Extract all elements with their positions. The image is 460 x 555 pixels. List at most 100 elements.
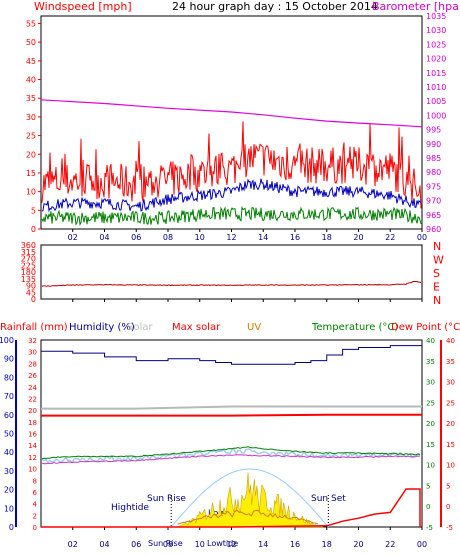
wind-panel-frame (40, 15, 423, 230)
wind-y-tick-label: 25 (26, 132, 36, 141)
solar-label: Solar (127, 322, 153, 333)
direction-y-tick-label: 315 (21, 248, 36, 257)
dew-y-tick-label: 10 (446, 462, 455, 470)
humidity-y-tick-label: 90 (4, 355, 14, 364)
temp-y-tick-label: 40 (426, 337, 435, 345)
humidity-y-tick-label: 50 (4, 430, 14, 439)
dew-point-line (41, 454, 421, 465)
wind-y-tick-label: 30 (26, 113, 36, 122)
lower-x-tick-label: 08 (163, 540, 173, 549)
rain-y-tick-label: 4 (33, 501, 38, 509)
windspeed-label: Windspeed [mph] (34, 0, 132, 13)
direction-y-tick-label: 45 (26, 288, 36, 297)
sun-rise-annotation: Sun Rise (147, 494, 186, 504)
wind-x-tick-label: 14 (258, 233, 268, 242)
wind-series-line (41, 121, 422, 209)
rain-y-tick-label: 6 (33, 489, 38, 497)
rain-y-tick-label: 20 (28, 407, 37, 415)
compass-label: E (433, 281, 440, 294)
lower-x-tick-label: 16 (290, 540, 300, 549)
wind-y-tick-label: 45 (26, 57, 36, 66)
humidity-y-tick-label: 0 (9, 523, 14, 532)
uv-label: UV (247, 322, 261, 333)
barometer-y-tick-label: 1000 (426, 111, 446, 120)
temp-y-tick-label: 20 (426, 420, 435, 428)
solar-level-line (41, 405, 422, 410)
lower-x-tick-label: 20 (353, 540, 363, 549)
temp-y-tick-label: -5 (426, 524, 433, 532)
direction-y-tick-label: 90 (26, 282, 36, 291)
humidity-y-tick-label: 60 (4, 411, 14, 420)
wind-y-tick-label: 20 (26, 150, 36, 159)
dew-y-tick-label: 20 (446, 420, 455, 428)
direction-y-tick-label: 135 (21, 275, 36, 284)
uv-line (177, 509, 319, 525)
wind-y-tick-label: 55 (26, 19, 36, 28)
humidity-y-tick-label: 10 (4, 504, 14, 513)
rain-y-tick-label: 26 (28, 372, 37, 380)
lower-x-tick-label: 18 (322, 540, 332, 549)
max-solar-line (41, 413, 422, 417)
wind-x-tick-label: 16 (290, 233, 300, 242)
lower-x-tick-label: 00 (417, 540, 427, 549)
lower-x-tick-label: 10 (195, 540, 205, 549)
rain-y-tick-label: 0 (33, 524, 37, 532)
rain-y-tick-label: 8 (33, 477, 37, 485)
wind-x-tick-label: 12 (226, 233, 236, 242)
direction-y-tick-label: 360 (21, 241, 36, 250)
wind-x-tick-label: 10 (195, 233, 205, 242)
max-solar-label: Max solar (172, 322, 221, 333)
barometer-y-tick-label: 1035 (426, 12, 446, 21)
wind-y-tick-label: 10 (26, 188, 36, 197)
humidity-y-tick-label: 30 (4, 467, 14, 476)
barometer-y-tick-label: 1005 (426, 97, 446, 106)
wind-series-line (41, 178, 422, 213)
wind-y-tick-label: 0 (31, 225, 36, 234)
lower-x-tick-label: 14 (258, 540, 268, 549)
direction-y-tick-label: 0 (31, 295, 36, 304)
rain-y-tick-label: 22 (28, 395, 37, 403)
wind-x-tick-label: 06 (131, 233, 141, 242)
barometer-y-tick-label: 975 (426, 182, 441, 191)
lower-x-tick-label: 04 (99, 540, 109, 549)
theoretical-solar-arc (170, 468, 329, 528)
barometer-label: Barometer [hpa] (372, 0, 460, 13)
graph-title: 24 hour graph day : 15 October 2014 (172, 0, 378, 13)
temp-y-tick-label: 35 (426, 358, 435, 366)
dew-y-tick-label: -5 (446, 524, 453, 532)
wind-y-tick-label: 15 (26, 169, 36, 178)
temp-y-tick-label: 25 (426, 399, 435, 407)
rain-y-tick-label: 24 (28, 384, 37, 392)
wind-y-tick-label: 35 (26, 94, 36, 103)
lower-x-tick-label: 12 (226, 540, 236, 549)
dew-y-tick-label: 5 (446, 482, 450, 490)
barometer-y-tick-label: 1020 (426, 55, 446, 64)
wind-series-line (41, 205, 422, 226)
humidity-label: Humidity (%) (69, 322, 135, 333)
lower-x-tick-label: 22 (385, 540, 395, 549)
rain-y-tick-label: 32 (28, 337, 37, 345)
rain-y-tick-label: 10 (28, 466, 37, 474)
dew-y-tick-label: 30 (446, 379, 455, 387)
barometer-y-tick-label: 1030 (426, 26, 446, 35)
temp-band-line (41, 448, 421, 464)
direction-y-tick-label: 270 (21, 255, 36, 264)
direction-y-tick-label: 180 (21, 268, 36, 277)
barometer-y-tick-label: 990 (426, 140, 441, 149)
wind-y-tick-label: 5 (31, 206, 36, 215)
humidity-line (41, 345, 422, 365)
dew-y-tick-label: 0 (446, 503, 450, 511)
wind-y-tick-label: 50 (26, 38, 36, 47)
dew-y-tick-label: 40 (446, 337, 455, 345)
wind-x-tick-label: 04 (99, 233, 109, 242)
barometer-y-tick-label: 1025 (426, 40, 446, 49)
temperature-line (41, 446, 421, 460)
barometer-y-tick-label: 985 (426, 154, 441, 163)
rainfall-line (41, 488, 421, 528)
wind-x-tick-label: 20 (353, 233, 363, 242)
lower-x-tick-label: 06 (131, 540, 141, 549)
dew-y-tick-label: 15 (446, 441, 455, 449)
rain-y-tick-label: 18 (28, 419, 37, 427)
barometer-y-tick-label: 965 (426, 211, 441, 220)
